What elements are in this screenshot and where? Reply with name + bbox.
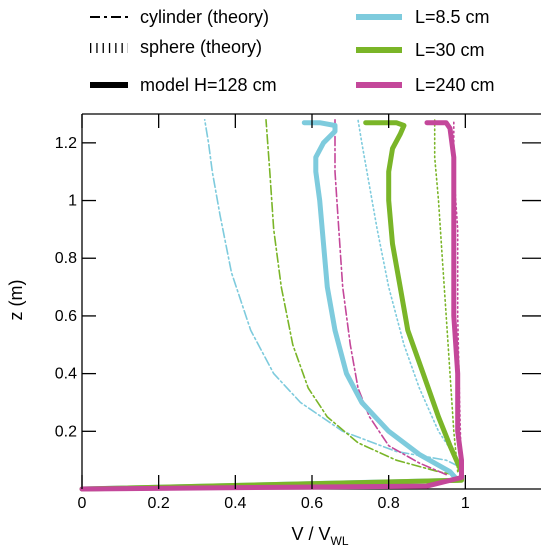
x-tick-label: 0 <box>78 495 87 512</box>
y-tick-label: 1 <box>68 193 77 210</box>
legend-label: model H=128 cm <box>140 75 277 95</box>
x-tick-label: 0.6 <box>301 495 323 512</box>
x-axis-title: V / VWL <box>291 524 348 548</box>
legend-label: L=240 cm <box>415 75 495 95</box>
x-tick-label: 1 <box>461 495 470 512</box>
series-line-cylinder-theory-l-30-cm <box>265 119 455 476</box>
legend-label: sphere (theory) <box>140 37 262 57</box>
series-layer <box>79 119 464 492</box>
series-line-model-h-128-cm-l-30-cm <box>79 120 464 492</box>
y-tick-label: 1.2 <box>55 135 77 152</box>
legend-label: cylinder (theory) <box>140 7 269 27</box>
series-line-cylinder-theory-l-8-5-cm <box>203 119 459 467</box>
y-axis-title: z (m) <box>6 280 26 321</box>
x-tick-label: 0.4 <box>224 495 246 512</box>
legend-label: L=8.5 cm <box>415 7 490 27</box>
y-tick-label: 0.2 <box>55 423 77 440</box>
y-tick-label: 0.6 <box>55 308 77 325</box>
plot-frame <box>81 113 541 490</box>
legend: cylinder (theory) sphere (theory) model H=… <box>90 7 495 95</box>
y-tick-label: 0.8 <box>55 250 77 267</box>
series-line-model-h-128-cm-l-240-cm <box>79 120 464 492</box>
ticks-layer: 0 0.2 0.4 0.6 0.8 1 0.2 0.4 0.6 0.8 1 1.2 <box>55 114 541 512</box>
series-line-model-h-128-cm-l-8-5-cm <box>79 120 461 492</box>
legend-label: L=30 cm <box>415 40 485 60</box>
series-line-sphere-theory-l-8-5-cm <box>357 119 459 461</box>
x-tick-label: 0.8 <box>378 495 400 512</box>
series-line-sphere-theory-l-30-cm <box>433 119 459 473</box>
series-line-cylinder-theory-l-240-cm <box>334 119 447 476</box>
y-tick-label: 0.4 <box>55 366 77 383</box>
x-tick-label: 0.2 <box>148 495 170 512</box>
